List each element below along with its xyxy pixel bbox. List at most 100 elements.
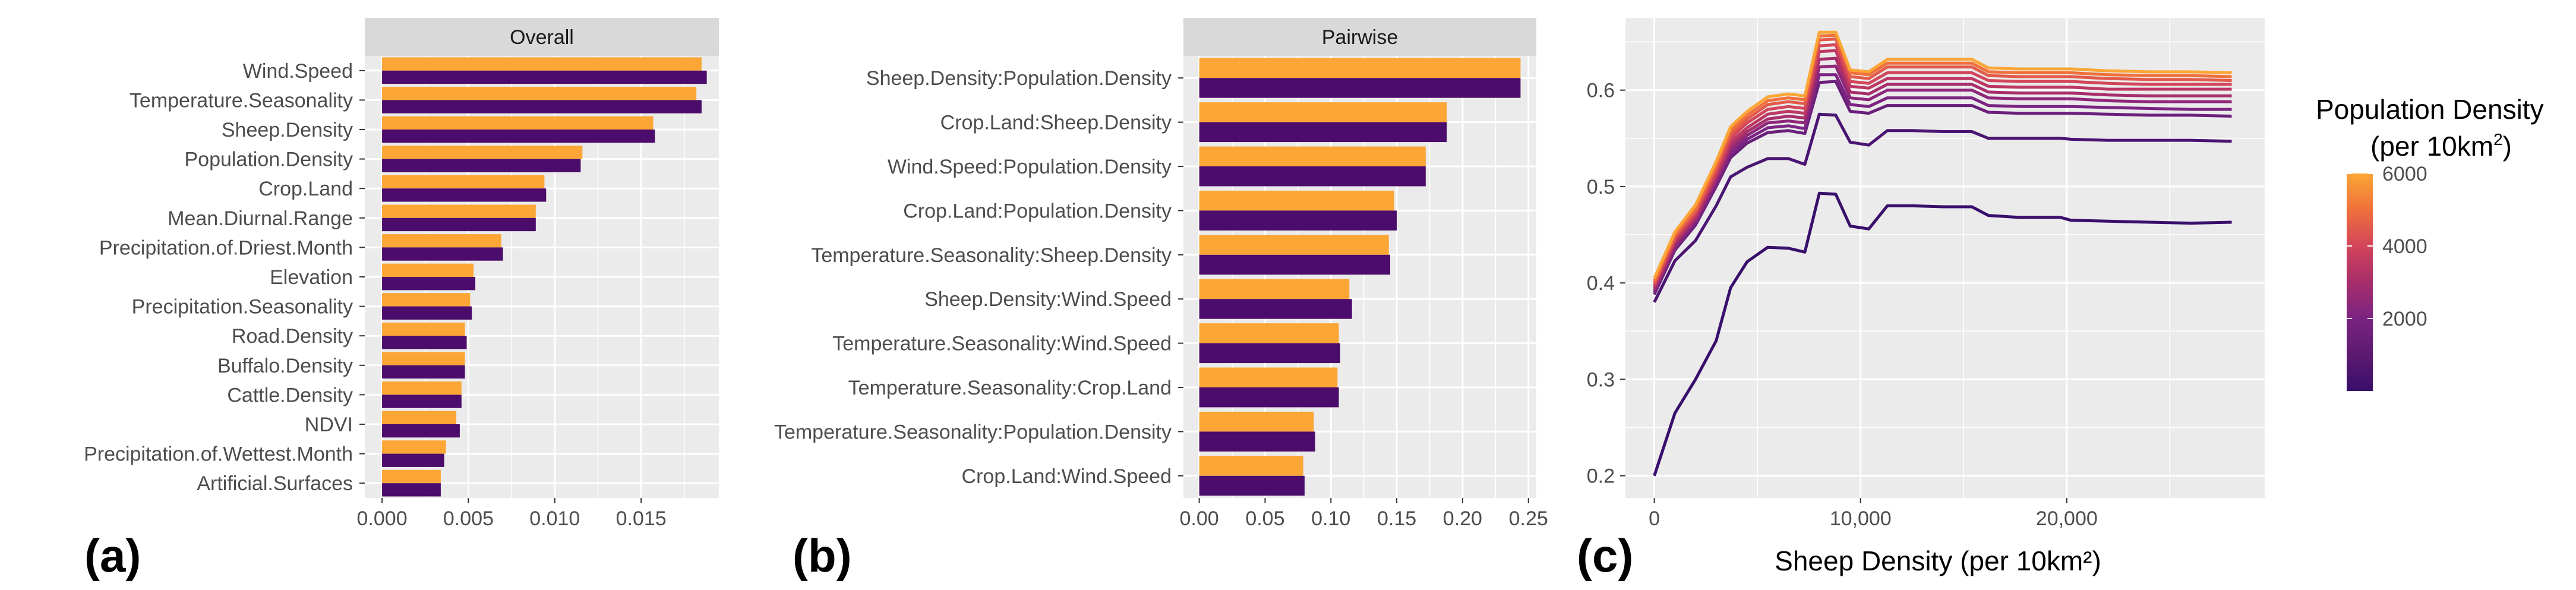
panel-a-bar-orange	[382, 234, 501, 248]
legend-title-line2: (per 10km2)	[2370, 130, 2512, 162]
panel-a-bar-orange	[382, 204, 536, 218]
panel-a: Overall Wind.Speed Temperature.Seasonalit…	[84, 18, 719, 582]
panel-c-line-1000	[1653, 112, 2232, 303]
panel-b-bar-purple	[1199, 431, 1315, 452]
panel-c-y-tick-label: 0.5	[1587, 176, 1615, 198]
legend-ticks: 2000 4000 6000	[2347, 163, 2427, 330]
panel-b-bar-purple	[1199, 166, 1426, 187]
panel-b-bar-purple	[1199, 78, 1521, 98]
panel-b-bar-orange	[1199, 190, 1394, 211]
panel-a-x-tick-label: 0.005	[443, 507, 494, 530]
panel-c-y-tick-label: 0.4	[1587, 272, 1615, 295]
panel-c-y-tick-label: 0.3	[1587, 368, 1615, 391]
panel-c-line-2000	[1653, 80, 2232, 295]
panel-a-category-label: Sheep.Density	[222, 119, 353, 141]
panel-b-category-label: Temperature.Seasonality:Population.Densi…	[774, 421, 1172, 443]
panel-a-x-axis: 0.000 0.005 0.010 0.015	[357, 498, 667, 530]
panel-b-bar-purple	[1199, 299, 1352, 319]
panel-a-x-tick-label: 0.000	[357, 507, 408, 530]
panel-a-bar-purple	[382, 336, 467, 349]
legend-tick-label: 4000	[2382, 235, 2427, 258]
panel-a-category-label: Cattle.Density	[227, 384, 353, 406]
panel-a-bar-purple	[382, 365, 465, 379]
panel-c-x-axis-title: Sheep Density (per 10km²)	[1775, 545, 2101, 576]
panel-b-bar-purple	[1199, 254, 1390, 275]
panel-c-x-tick-label: 20,000	[2036, 507, 2098, 530]
panel-c-line-6000	[1653, 30, 2232, 279]
panel-a-category-label: NDVI	[305, 414, 353, 436]
panel-c-y-tick-label: 0.2	[1587, 465, 1615, 488]
panel-b-bar-orange	[1199, 456, 1303, 476]
panel-b: Pairwise Sheep.Density:Population.Densit…	[774, 18, 1548, 582]
panel-a-bar-orange	[382, 352, 465, 365]
panel-b-category-label: Crop.Land:Wind.Speed	[962, 465, 1172, 488]
panel-a-bar-purple	[382, 395, 462, 408]
panel-b-y-axis: Sheep.Density:Population.Density Crop.Lan…	[774, 67, 1183, 488]
panel-b-category-label: Crop.Land:Sheep.Density	[940, 112, 1172, 134]
panel-b-bar-purple	[1199, 343, 1340, 364]
panel-b-bar-orange	[1199, 367, 1338, 387]
panel-a-category-label: Population.Density	[184, 149, 353, 171]
panel-c-x-tick-label: 0	[1649, 507, 1660, 530]
panel-a-bar-purple	[382, 159, 581, 172]
panel-a-bar-orange	[382, 411, 457, 424]
panel-a-category-label: Precipitation.of.Wettest.Month	[84, 443, 353, 466]
panel-c-label: (c)	[1577, 529, 1633, 582]
panel-a-bar-orange	[382, 116, 654, 130]
panel-a-label: (a)	[84, 529, 141, 582]
panel-b-x-tick-label: 0.20	[1443, 507, 1482, 530]
legend-title-line2-suffix: )	[2503, 131, 2512, 162]
panel-b-category-label: Temperature.Seasonality:Wind.Speed	[832, 333, 1172, 355]
panel-c-line-4500	[1653, 43, 2232, 286]
panel-a-bar-purple	[382, 70, 707, 84]
panel-a-bar-purple	[382, 424, 460, 438]
panel-a-bar-orange	[382, 381, 462, 395]
panel-a-bar-purple	[382, 217, 536, 232]
panel-b-bars	[1199, 58, 1521, 496]
panel-b-bar-purple	[1199, 387, 1339, 408]
legend-tick-label: 2000	[2382, 308, 2427, 330]
panel-c-lines	[1653, 30, 2232, 477]
panel-a-bar-orange	[382, 87, 697, 100]
panel-b-category-label: Crop.Land:Population.Density	[903, 200, 1172, 222]
panel-a-category-label: Road.Density	[232, 325, 353, 348]
panel-a-category-label: Precipitation.of.Driest.Month	[99, 236, 353, 259]
panel-b-bar-orange	[1199, 279, 1350, 299]
panel-a-bar-orange	[382, 293, 471, 307]
panel-a-bar-purple	[382, 306, 472, 320]
panel-a-bar-orange	[382, 146, 583, 159]
panel-a-x-tick-label: 0.015	[616, 507, 667, 530]
panel-c-x-axis: 0 10,000 20,000	[1649, 498, 2098, 530]
panel-b-bar-orange	[1199, 102, 1447, 122]
panel-b-category-label: Sheep.Density:Wind.Speed	[924, 288, 1172, 311]
panel-b-bar-orange	[1199, 323, 1339, 343]
panel-a-category-label: Artificial.Surfaces	[197, 472, 353, 495]
panel-a-bar-purple	[382, 247, 503, 261]
panel-b-strip	[1183, 18, 1536, 56]
panel-c-line-100	[1653, 191, 2232, 477]
panel-a-category-label: Temperature.Seasonality	[130, 89, 353, 112]
panel-b-bar-purple	[1199, 210, 1397, 231]
panel-a-category-label: Buffalo.Density	[217, 355, 353, 377]
panel-c: 0.2 0.3 0.4 0.5 0.6 0 10,000 20,000 Sheep Dens…	[1577, 18, 2544, 582]
panel-b-x-tick-label: 0.10	[1311, 507, 1350, 530]
panel-b-bar-orange	[1199, 235, 1389, 255]
panel-a-bar-orange	[382, 322, 465, 336]
panel-c-y-tick-label: 0.6	[1587, 80, 1615, 102]
panel-a-bar-orange	[382, 440, 446, 454]
panel-b-x-tick-label: 0.05	[1245, 507, 1284, 530]
panel-a-bar-orange	[382, 469, 441, 484]
panel-c-line-3500	[1653, 56, 2232, 289]
panel-b-bar-purple	[1199, 122, 1447, 143]
panel-a-bar-purple	[382, 130, 655, 143]
panel-a-bar-purple	[382, 277, 476, 291]
panel-b-label: (b)	[793, 529, 852, 582]
panel-a-category-label: Crop.Land	[258, 178, 353, 200]
panel-c-y-axis: 0.2 0.3 0.4 0.5 0.6	[1587, 80, 1625, 488]
legend: Population Density (per 10km2) 2000 4000 6…	[2316, 94, 2544, 391]
panel-a-bar-purple	[382, 483, 441, 497]
panel-a-y-axis: Wind.Speed Temperature.Seasonality Sheep.D…	[84, 60, 365, 495]
legend-title-line2-prefix: (per 10km	[2370, 131, 2493, 162]
panel-b-bar-orange	[1199, 146, 1426, 166]
